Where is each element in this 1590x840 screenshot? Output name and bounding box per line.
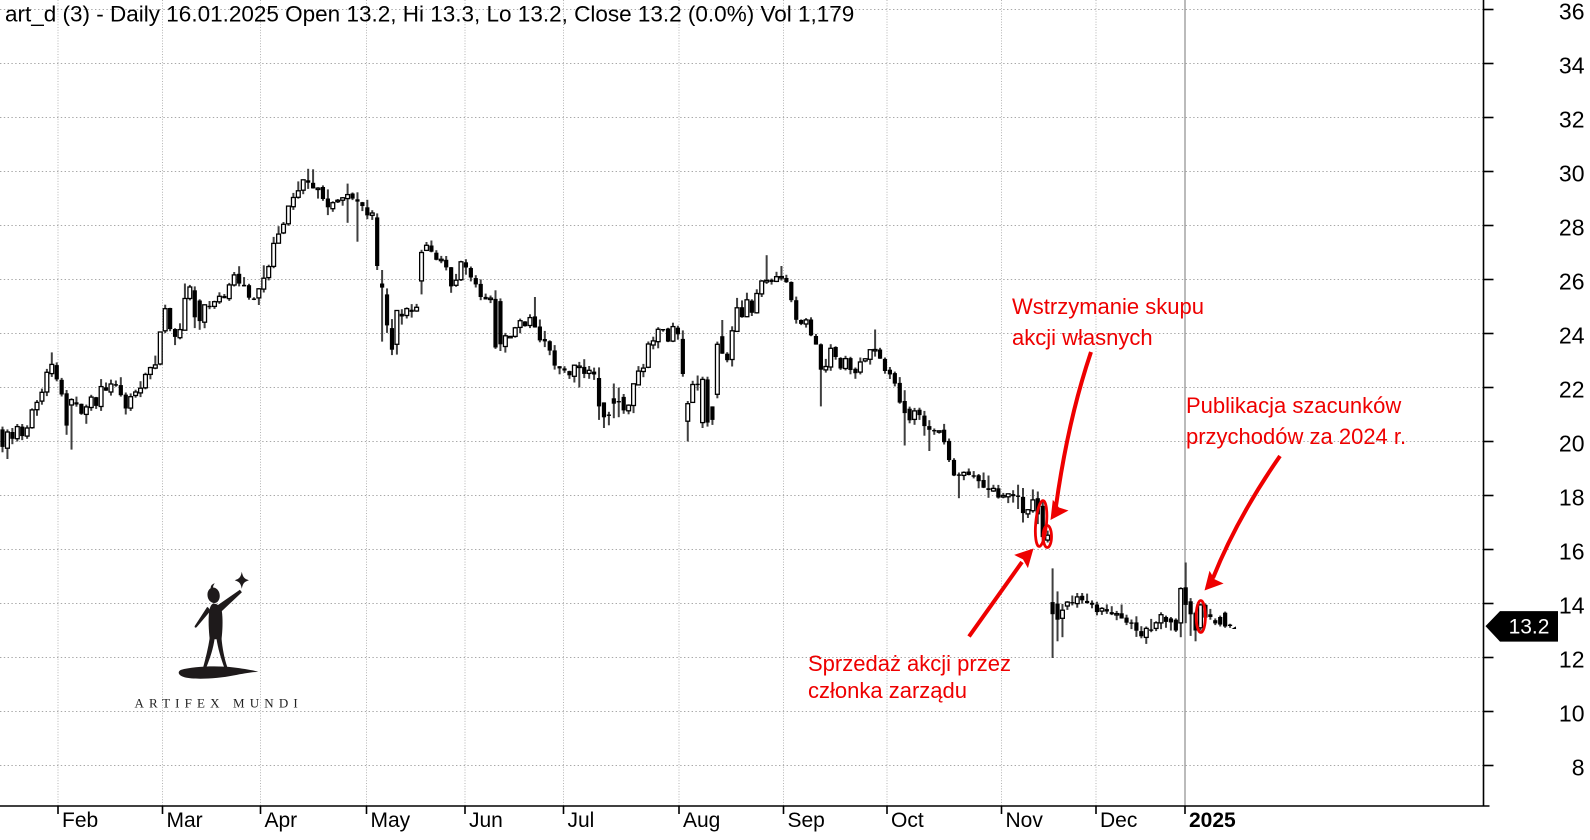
svg-text:2025: 2025	[1189, 809, 1236, 832]
svg-text:14: 14	[1559, 593, 1585, 619]
svg-text:22: 22	[1559, 377, 1585, 403]
svg-text:Jul: Jul	[568, 809, 595, 832]
svg-text:przychodów za 2024 r.: przychodów za 2024 r.	[1186, 424, 1406, 449]
svg-text:34: 34	[1559, 53, 1585, 79]
svg-text:18: 18	[1559, 485, 1585, 511]
svg-text:26: 26	[1559, 269, 1585, 295]
svg-text:Sep: Sep	[788, 809, 825, 832]
svg-text:Apr: Apr	[265, 809, 298, 832]
svg-text:Publikacja szacunków: Publikacja szacunków	[1186, 393, 1401, 418]
svg-text:32: 32	[1559, 107, 1585, 133]
svg-text:36: 36	[1559, 0, 1585, 25]
svg-text:12: 12	[1559, 647, 1585, 673]
svg-text:Wstrzymanie skupu: Wstrzymanie skupu	[1012, 294, 1204, 319]
svg-text:13.2: 13.2	[1509, 616, 1550, 639]
svg-text:Sprzedaż akcji przez: Sprzedaż akcji przez	[808, 651, 1011, 676]
svg-text:członka zarządu: członka zarządu	[808, 678, 967, 703]
svg-text:8: 8	[1572, 755, 1585, 781]
svg-text:art_d (3) - Daily 16.01.2025 O: art_d (3) - Daily 16.01.2025 Open 13.2, …	[5, 2, 854, 27]
svg-text:Dec: Dec	[1100, 809, 1137, 832]
svg-text:Oct: Oct	[891, 809, 924, 832]
svg-text:20: 20	[1559, 431, 1585, 457]
svg-text:16: 16	[1559, 539, 1585, 565]
svg-text:28: 28	[1559, 215, 1585, 241]
svg-text:30: 30	[1559, 161, 1585, 187]
svg-text:10: 10	[1559, 701, 1585, 727]
svg-text:Feb: Feb	[62, 809, 98, 832]
svg-text:Jun: Jun	[469, 809, 503, 832]
svg-text:Nov: Nov	[1006, 809, 1044, 832]
svg-text:May: May	[371, 809, 411, 832]
svg-text:akcji własnych: akcji własnych	[1012, 325, 1153, 350]
svg-text:Aug: Aug	[683, 809, 720, 832]
svg-text:Mar: Mar	[167, 809, 203, 832]
svg-text:ARTIFEX MUNDI: ARTIFEX MUNDI	[135, 696, 303, 711]
svg-text:24: 24	[1559, 323, 1585, 349]
